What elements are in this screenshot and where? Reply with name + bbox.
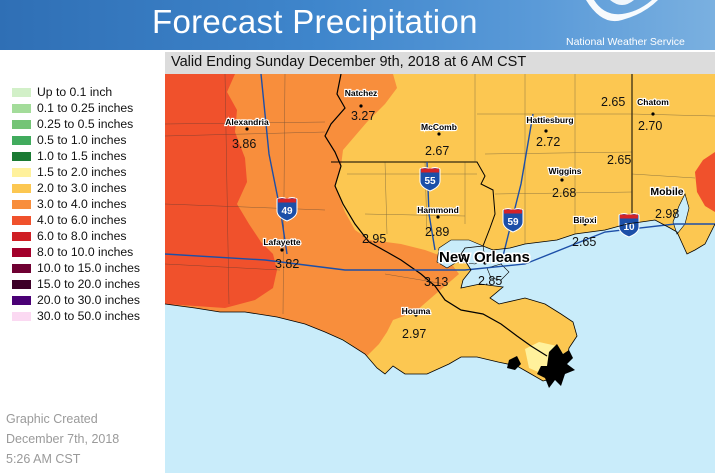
lake-borgne (486, 263, 510, 281)
legend-swatch (12, 216, 31, 225)
city-biloxi-value: 2.65 (572, 235, 596, 249)
city-mccomb-value: 2.67 (425, 144, 449, 158)
legend-swatch (12, 184, 31, 193)
county-lines (165, 74, 715, 315)
legend-label: 15.0 to 20.0 inches (37, 277, 140, 291)
interstate-49-road (260, 74, 288, 255)
city-hammond-label: Hammond (417, 205, 459, 215)
svg-text:59: 59 (507, 217, 519, 228)
precipitation-map: Natchez 3.27 Alexandria 3.86 McComb 2.67… (165, 74, 715, 473)
legend-label: 2.0 to 3.0 inches (37, 181, 127, 195)
interstate-59-road (500, 113, 534, 265)
city-lafayette-value: 3.82 (275, 257, 299, 271)
created-date: December 7th, 2018 (6, 432, 120, 446)
city-houma-label: Houma (402, 306, 431, 316)
agency-name: National Weather Service (566, 36, 685, 48)
legend-swatch (12, 312, 31, 321)
city-wiggins-value: 2.68 (552, 186, 576, 200)
svg-text:49: 49 (281, 206, 293, 217)
created-time: 5:26 AM CST (6, 452, 81, 466)
city-natchez-label: Natchez (345, 88, 378, 98)
legend-label: 10.0 to 15.0 inches (37, 261, 140, 275)
legend-label: 6.0 to 8.0 inches (37, 229, 127, 243)
legend-label: 3.0 to 4.0 inches (37, 197, 127, 211)
city-biloxi-label: Biloxi (573, 215, 596, 225)
page-title: Forecast Precipitation (152, 3, 478, 40)
legend-swatch (12, 248, 31, 257)
city-lafayette-label: Lafayette (263, 237, 301, 247)
city-new-orleans-value: 2.85 (478, 274, 502, 288)
precip-value: 2.65 (601, 95, 625, 109)
city-wiggins-label: Wiggins (549, 166, 582, 176)
zone-4-6 (165, 74, 277, 308)
interstate-55-shield: 55 (419, 167, 441, 192)
city-markers (245, 104, 673, 317)
legend-swatch (12, 280, 31, 289)
legend-label: Up to 0.1 inch (37, 85, 113, 99)
precip-value: 2.95 (362, 232, 386, 246)
city-mobile-label: Mobile (650, 186, 683, 198)
legend-label: 0.1 to 0.25 inches (37, 101, 134, 115)
legend-label: 0.5 to 1.0 inches (37, 133, 127, 147)
valid-time-text: Valid Ending Sunday December 9th, 2018 a… (171, 54, 527, 70)
created-line: Graphic Created (6, 412, 98, 426)
legend-label: 20.0 to 30.0 inches (37, 293, 140, 307)
legend-swatch (12, 232, 31, 241)
interstate-59-shield: 59 (502, 208, 524, 233)
legend-swatch (12, 200, 31, 209)
legend-label: 1.5 to 2.0 inches (37, 165, 127, 179)
interstate-10-road (165, 223, 715, 271)
legend-swatch (12, 152, 31, 161)
precip-value: 3.13 (424, 275, 448, 289)
city-chatom-value: 2.70 (638, 119, 662, 133)
legend-label: 0.25 to 0.5 inches (37, 117, 134, 131)
city-natchez-value: 3.27 (351, 109, 375, 123)
legend-label: 8.0 to 10.0 inches (37, 245, 134, 259)
zone-4-6-east (695, 152, 715, 212)
coastline (165, 219, 715, 382)
legend-swatch (12, 264, 31, 273)
graphic-created: Graphic Created December 7th, 2018 5:26 … (6, 409, 119, 469)
legend-label: 1.0 to 1.5 inches (37, 149, 127, 163)
city-alexandria-label: Alexandria (225, 117, 269, 127)
legend-label: 4.0 to 6.0 inches (37, 213, 127, 227)
city-hammond-value: 2.89 (425, 225, 449, 239)
state-border-ms (331, 161, 496, 247)
legend-swatch (12, 88, 31, 97)
legend-swatch (12, 296, 31, 305)
legend-swatch (12, 104, 31, 113)
city-hattiesburg-value: 2.72 (536, 135, 560, 149)
delta-marsh (537, 344, 575, 388)
precip-value: 2.65 (607, 153, 631, 167)
legend-swatch (12, 120, 31, 129)
legend-label: 30.0 to 50.0 inches (37, 309, 140, 323)
city-mccomb-label: McComb (421, 122, 457, 132)
valid-time-bar: Valid Ending Sunday December 9th, 2018 a… (165, 52, 715, 75)
legend-swatch (12, 168, 31, 177)
city-hattiesburg-label: Hattiesburg (526, 115, 573, 125)
svg-text:55: 55 (424, 176, 436, 187)
legend-swatch (12, 136, 31, 145)
interstate-10-shield: 10 (618, 213, 640, 238)
interstate-49-shield: 49 (276, 197, 298, 222)
city-new-orleans-label: New Orleans (439, 249, 530, 266)
mississippi-river (324, 74, 548, 357)
city-chatom-label: Chatom (637, 97, 669, 107)
city-alexandria-value: 3.86 (232, 137, 256, 151)
city-houma-value: 2.97 (402, 327, 426, 341)
header-banner: Forecast Precipitation National Weather … (0, 0, 715, 50)
city-mobile-value: 2.98 (655, 207, 679, 221)
svg-text:10: 10 (623, 222, 635, 233)
nws-logo-icon (586, 0, 658, 22)
